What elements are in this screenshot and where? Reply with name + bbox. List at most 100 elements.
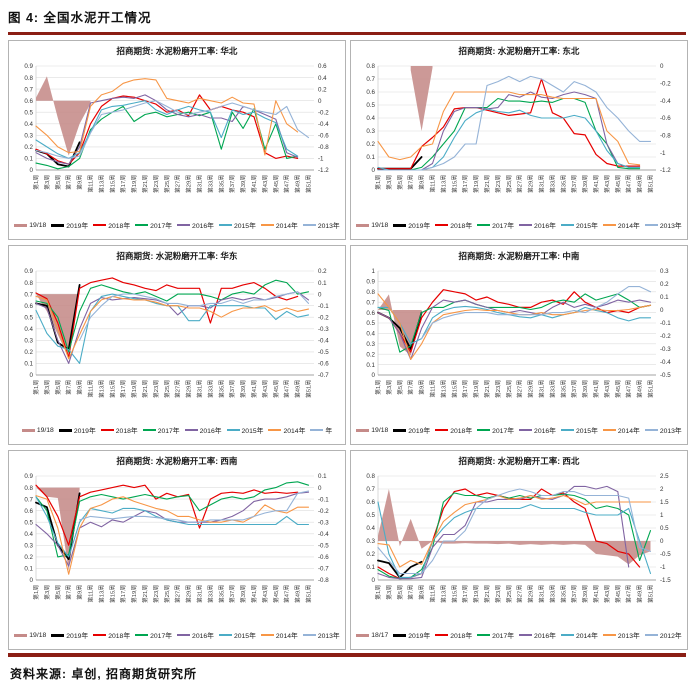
legend-item: 2014年 <box>602 425 640 435</box>
svg-text:第25周: 第25周 <box>505 380 513 398</box>
svg-text:0.5: 0.5 <box>366 320 375 327</box>
svg-text:0.9: 0.9 <box>366 279 375 286</box>
svg-text:第31周: 第31周 <box>196 175 204 193</box>
legend-label: 2014年 <box>575 633 598 640</box>
svg-text:第25周: 第25周 <box>505 175 513 193</box>
legend-swatch-icon <box>393 223 407 227</box>
chart-canvas: 0 0.1 0.2 0.3 0.4 0.5 0.6 0.7 0.8 0.9 1 -0.5 -0.4 -0.… <box>366 268 671 398</box>
legend-label: 19/18 <box>371 221 389 229</box>
svg-text:0: 0 <box>30 372 34 379</box>
svg-text:0: 0 <box>660 307 664 314</box>
svg-text:-0.5: -0.5 <box>318 349 329 356</box>
svg-text:第9周: 第9周 <box>418 175 426 190</box>
svg-text:0.1: 0.1 <box>24 566 33 573</box>
legend-swatch-icon <box>51 223 65 227</box>
svg-text:第15周: 第15周 <box>450 175 458 193</box>
legend-swatch-icon <box>356 633 370 637</box>
svg-text:0.4: 0.4 <box>24 531 33 538</box>
svg-text:-0.8: -0.8 <box>318 144 329 151</box>
svg-text:-1: -1 <box>660 150 666 157</box>
legend-swatch-icon <box>302 224 316 226</box>
svg-text:第41周: 第41周 <box>592 175 600 193</box>
svg-text:第43周: 第43周 <box>261 175 269 193</box>
svg-text:-0.3: -0.3 <box>660 346 671 353</box>
svg-text:0.6: 0.6 <box>24 508 33 515</box>
svg-text:0.8: 0.8 <box>24 280 33 287</box>
legend-label: 2019年 <box>66 633 89 640</box>
svg-text:第41周: 第41周 <box>592 585 600 603</box>
chart-title: 招商期货: 水泥粉磨开工率: 东北 <box>458 46 580 56</box>
legend-swatch-icon <box>14 633 28 637</box>
svg-text:0.7: 0.7 <box>366 486 375 493</box>
svg-text:第45周: 第45周 <box>272 175 280 193</box>
svg-text:第29周: 第29周 <box>185 585 193 603</box>
svg-text:第43周: 第43周 <box>261 380 269 398</box>
svg-text:0.7: 0.7 <box>24 86 33 93</box>
svg-text:0: 0 <box>660 63 664 70</box>
svg-text:第29周: 第29周 <box>185 380 193 398</box>
legend-item: 2018年 <box>93 630 130 640</box>
legend-label: 2018年 <box>450 223 473 230</box>
svg-text:第49周: 第49周 <box>294 175 302 193</box>
svg-text:-0.5: -0.5 <box>318 543 329 550</box>
legend-label: 2018年 <box>450 633 473 640</box>
legend-item: 2015年 <box>218 630 256 640</box>
legend-label: 2015年 <box>241 428 264 435</box>
svg-text:-0.2: -0.2 <box>660 333 671 340</box>
svg-text:0.4: 0.4 <box>366 115 375 122</box>
svg-text:1: 1 <box>372 268 376 275</box>
svg-text:第31周: 第31周 <box>538 585 546 603</box>
svg-text:-0.7: -0.7 <box>318 372 329 379</box>
svg-text:0.2: 0.2 <box>24 554 33 561</box>
legend-swatch-icon <box>177 224 191 226</box>
svg-text:第17周: 第17周 <box>119 380 127 398</box>
legend-item: 2013年 <box>302 630 340 640</box>
svg-text:第35周: 第35周 <box>217 585 225 603</box>
chart-title: 招商期货: 水泥粉磨开工率: 华北 <box>116 46 238 56</box>
svg-text:第21周: 第21周 <box>483 585 491 603</box>
legend-label: 2013年 <box>659 223 682 230</box>
svg-text:-0.4: -0.4 <box>660 98 671 105</box>
legend-item: 2015年 <box>226 425 264 435</box>
legend-swatch-icon <box>135 224 149 226</box>
svg-text:第47周: 第47周 <box>625 380 633 398</box>
svg-text:第37周: 第37周 <box>228 380 236 398</box>
chart-canvas: 0 0.1 0.2 0.3 0.4 0.5 0.6 0.7 0.8 -1.2 -1 -0.8 -0.6 -… <box>366 63 671 193</box>
legend-item: 2019年 <box>393 630 430 640</box>
legend-swatch-icon <box>51 633 65 637</box>
svg-text:第35周: 第35周 <box>559 175 567 193</box>
svg-text:第43周: 第43周 <box>603 175 611 193</box>
legend-item: 2014年 <box>560 630 598 640</box>
svg-text:-0.2: -0.2 <box>660 81 671 88</box>
divider-bottom <box>8 653 686 657</box>
svg-text:2.5: 2.5 <box>660 473 669 480</box>
svg-text:第21周: 第21周 <box>141 380 149 398</box>
svg-text:第3周: 第3周 <box>385 380 393 395</box>
svg-text:0.8: 0.8 <box>366 289 375 296</box>
svg-text:0.7: 0.7 <box>24 291 33 298</box>
svg-text:0: 0 <box>30 577 34 584</box>
svg-text:-0.1: -0.1 <box>660 320 671 327</box>
svg-text:第7周: 第7周 <box>65 380 73 395</box>
svg-text:第21周: 第21周 <box>483 175 491 193</box>
legend-label: 2012年 <box>659 633 682 640</box>
svg-text:第49周: 第49周 <box>636 175 644 193</box>
svg-text:0.8: 0.8 <box>24 485 33 492</box>
legend-item: 19/18 <box>14 632 46 639</box>
svg-text:-0.3: -0.3 <box>318 519 329 526</box>
svg-text:第29周: 第29周 <box>527 175 535 193</box>
svg-text:-0.4: -0.4 <box>318 531 329 538</box>
svg-text:第5周: 第5周 <box>54 380 62 395</box>
svg-text:-0.3: -0.3 <box>318 326 329 333</box>
legend-swatch-icon <box>477 224 491 226</box>
svg-text:第39周: 第39周 <box>581 380 589 398</box>
svg-text:0.2: 0.2 <box>366 351 375 358</box>
svg-text:第1周: 第1周 <box>32 175 40 190</box>
svg-text:0.1: 0.1 <box>366 564 375 571</box>
svg-text:第45周: 第45周 <box>614 175 622 193</box>
svg-text:-1.5: -1.5 <box>660 577 671 584</box>
svg-text:第25周: 第25周 <box>163 380 171 398</box>
svg-text:第21周: 第21周 <box>141 175 149 193</box>
svg-text:第47周: 第47周 <box>283 175 291 193</box>
